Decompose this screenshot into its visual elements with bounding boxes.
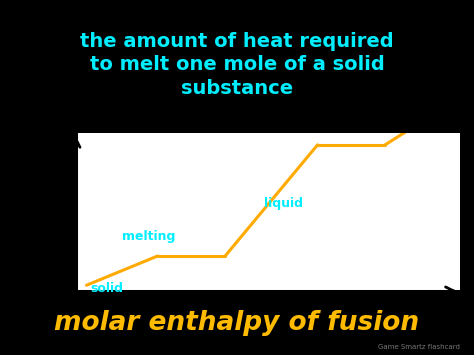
Text: solid: solid xyxy=(90,282,123,295)
Text: the amount of heat required
to melt one mole of a solid
substance: the amount of heat required to melt one … xyxy=(80,32,394,98)
Text: Game Smartz flashcard: Game Smartz flashcard xyxy=(378,344,460,350)
Text: liquid: liquid xyxy=(264,197,303,210)
Y-axis label: temperature (°C): temperature (°C) xyxy=(25,155,38,269)
X-axis label: energy: energy xyxy=(240,297,295,311)
Text: molar enthalpy of fusion: molar enthalpy of fusion xyxy=(55,310,419,336)
Text: melting: melting xyxy=(122,230,175,243)
